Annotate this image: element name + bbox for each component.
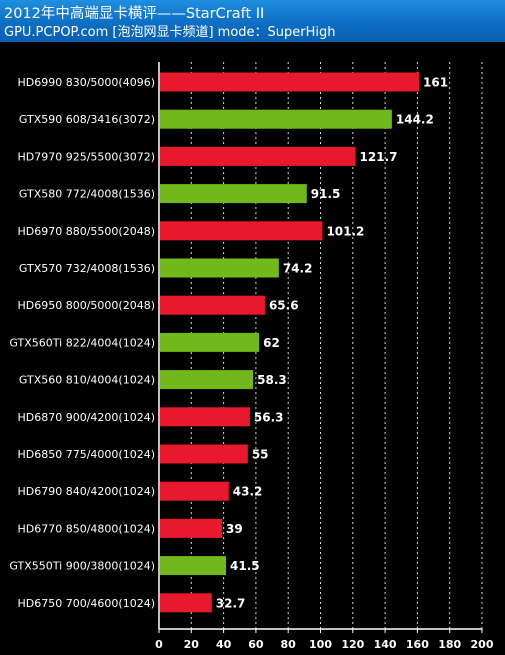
- data-label: 58.3: [257, 373, 287, 387]
- data-label: 74.2: [283, 262, 313, 276]
- x-tick-label: 60: [248, 638, 264, 651]
- x-tick-label: 200: [471, 638, 494, 651]
- bar: [160, 518, 222, 538]
- bar: [160, 556, 227, 576]
- category-label: HD6750 700/4600(1024): [17, 597, 155, 610]
- category-label: GTX570 732/4008(1536): [19, 262, 155, 275]
- category-label: HD6790 840/4200(1024): [17, 485, 155, 498]
- chart-subtitle: GPU.PCPOP.com [泡泡网显卡频道] mode：SuperHigh: [4, 25, 336, 40]
- category-label: HD6950 800/5000(2048): [17, 299, 155, 312]
- chart-header: 2012年中高端显卡横评——StarCraft II GPU.PCPOP.com…: [0, 0, 505, 42]
- x-tick-label: 100: [309, 638, 332, 651]
- category-label: HD6970 880/5500(2048): [17, 225, 155, 238]
- x-tick-label: 20: [184, 638, 200, 651]
- category-label: HD6990 830/5000(4096): [17, 76, 155, 89]
- bar: [160, 72, 420, 92]
- category-label: HD6870 900/4200(1024): [17, 411, 155, 424]
- data-label: 101.2: [326, 224, 364, 238]
- bar: [160, 332, 260, 352]
- category-label: HD6850 775/4000(1024): [17, 448, 155, 461]
- bar: [160, 109, 392, 129]
- x-tick-label: 0: [155, 638, 163, 651]
- chart-area: 0 20 40 60 80 100 120 140 160 180 200 HD6990 830/50…: [0, 42, 505, 655]
- category-label: GTX560 810/4004(1024): [19, 374, 155, 387]
- bar: [160, 184, 307, 204]
- data-label: 62: [263, 336, 280, 350]
- bar: [160, 295, 265, 315]
- data-label: 43.2: [233, 485, 263, 499]
- bar: [160, 370, 254, 390]
- bar: [160, 258, 279, 278]
- category-label: GTX560Ti 822/4004(1024): [9, 336, 155, 349]
- bar: [160, 221, 323, 241]
- chart-title: 2012年中高端显卡横评——StarCraft II: [4, 6, 265, 22]
- x-tick-label: 160: [406, 638, 429, 651]
- bar: [160, 444, 248, 464]
- data-label: 55: [252, 448, 269, 462]
- x-tick-label: 120: [341, 638, 364, 651]
- x-tick-label: 180: [438, 638, 461, 651]
- data-label: 56.3: [254, 410, 284, 424]
- data-label: 39: [226, 522, 243, 536]
- data-label: 161: [423, 76, 448, 90]
- data-label: 121.7: [360, 150, 398, 164]
- category-label: HD7970 925/5500(3072): [17, 150, 155, 163]
- data-label: 144.2: [396, 113, 434, 127]
- data-label: 32.7: [216, 596, 246, 610]
- bar: [160, 146, 356, 166]
- x-tick-label: 40: [216, 638, 232, 651]
- data-label: 91.5: [311, 187, 341, 201]
- bar: [160, 407, 250, 427]
- data-label: 41.5: [230, 559, 260, 573]
- bar: [160, 593, 212, 613]
- bar-chart: 0 20 40 60 80 100 120 140 160 180 200 HD6990 830/50…: [9, 62, 494, 651]
- x-tick-label: 140: [374, 638, 397, 651]
- x-tick-label: 80: [281, 638, 297, 651]
- bar: [160, 481, 229, 501]
- category-label: GTX580 772/4008(1536): [19, 188, 155, 201]
- data-label: 65.6: [269, 299, 299, 313]
- category-label: GTX550Ti 900/3800(1024): [9, 560, 155, 573]
- category-label: HD6770 850/4800(1024): [17, 522, 155, 535]
- category-label: GTX590 608/3416(3072): [19, 113, 155, 126]
